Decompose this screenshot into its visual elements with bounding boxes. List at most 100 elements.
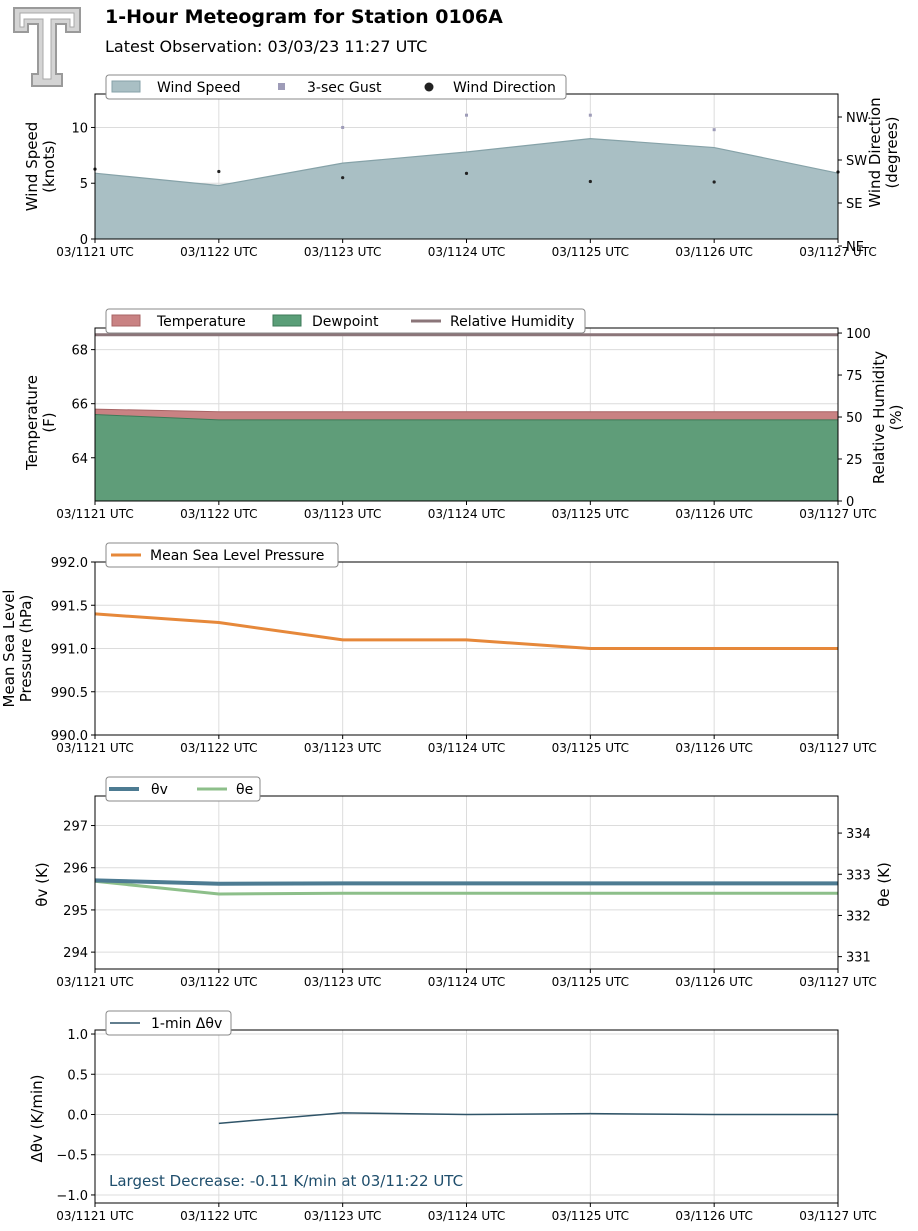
wind-direction-marker	[464, 171, 469, 175]
legend-box	[105, 74, 567, 100]
gust-marker	[341, 125, 345, 129]
y-axis-label: Temperature(F)	[23, 375, 58, 471]
y2-tick-label: NE	[846, 240, 864, 255]
delta-theta-line	[218, 1112, 838, 1125]
x-tick-label: 03/1127 UTC	[799, 741, 876, 755]
y-tick-label: 0.5	[67, 1068, 88, 1083]
y-tick-label: 990.0	[51, 729, 88, 744]
legend-label: Temperature	[156, 314, 246, 330]
legend-swatch	[111, 314, 141, 327]
y2-tick-label: SE	[846, 197, 862, 212]
x-tick-label: 03/1121 UTC	[56, 245, 133, 259]
axis-label-line: Relative Humidity	[870, 351, 888, 484]
x-tick-label: 03/1126 UTC	[675, 1209, 752, 1223]
figure-subtitle: Latest Observation: 03/03/23 11:27 UTC	[105, 37, 427, 56]
y-tick-label: −0.5	[56, 1149, 88, 1164]
axis-label-line: Mean Sea Level	[0, 590, 18, 708]
y-tick-label: 992.0	[51, 556, 88, 571]
axis-label-line: Wind Direction	[866, 97, 884, 207]
y-axis-label: Δθv (K/min)	[28, 1075, 46, 1163]
x-tick-label: 03/1121 UTC	[56, 1209, 133, 1223]
x-tick-label: 03/1127 UTC	[799, 245, 876, 259]
x-tick-label: 03/1122 UTC	[180, 507, 257, 521]
y-tick-label: 991.0	[51, 643, 88, 658]
axis-label-line: (%)	[887, 405, 905, 431]
legend-swatch	[424, 82, 434, 92]
axis-label-line: (F)	[40, 412, 58, 432]
y-tick-label: 294	[63, 946, 88, 961]
axis-label-line: Temperature	[23, 375, 41, 471]
y-axis-label: θv (K)	[33, 862, 51, 906]
x-tick-label: 03/1127 UTC	[799, 975, 876, 989]
x-tick-label: 03/1125 UTC	[552, 507, 629, 521]
x-tick-label: 03/1126 UTC	[675, 245, 752, 259]
largest-decrease-annotation: Largest Decrease: -0.11 K/min at 03/11:2…	[109, 1172, 463, 1190]
y-tick-label: 5	[80, 177, 88, 192]
legend-swatch	[278, 83, 285, 90]
chart-panels: 03/1121 UTC 03/1122 UTC 03/1123 UTC 03/1124…	[0, 74, 905, 1223]
pressure-panel: 03/1121 UTC 03/1122 UTC 03/1123 UTC 03/1124…	[0, 542, 877, 755]
x-tick-label: 03/1124 UTC	[428, 507, 505, 521]
y-tick-label: 296	[63, 862, 88, 877]
y-tick-label: 295	[63, 904, 88, 919]
x-tick-label: 03/1123 UTC	[304, 741, 381, 755]
legend-box	[105, 308, 586, 334]
gust-marker	[588, 113, 592, 117]
legend-label: Mean Sea Level Pressure	[150, 548, 324, 564]
legend-label: Wind Speed	[157, 80, 241, 96]
x-tick-label: 03/1121 UTC	[56, 507, 133, 521]
y-tick-label: 991.5	[51, 599, 88, 614]
x-tick-label: 03/1123 UTC	[304, 507, 381, 521]
wind-speed-area	[95, 138, 838, 239]
x-tick-label: 03/1125 UTC	[552, 245, 629, 259]
y-tick-label: 0.0	[67, 1108, 88, 1123]
x-tick-label: 03/1122 UTC	[180, 741, 257, 755]
x-tick-label: 03/1127 UTC	[799, 507, 876, 521]
y-axis-label: Mean Sea LevelPressure (hPa)	[0, 590, 35, 708]
y-tick-label: 10	[71, 121, 88, 136]
legend-box	[105, 1010, 232, 1036]
legend-box	[105, 542, 339, 568]
y2-axis-label: Relative Humidity(%)	[870, 351, 905, 484]
y-tick-label: 66	[71, 398, 88, 413]
y2-tick-label: 75	[846, 369, 863, 384]
x-tick-label: 03/1126 UTC	[675, 741, 752, 755]
y2-tick-label: 332	[846, 909, 871, 924]
x-tick-label: 03/1122 UTC	[180, 975, 257, 989]
y-tick-label: 297	[63, 820, 88, 835]
wind-direction-marker	[341, 176, 345, 180]
figure-title: 1-Hour Meteogram for Station 0106A	[105, 6, 503, 28]
axis-label-line: Wind Speed	[23, 122, 41, 212]
gust-marker	[465, 113, 468, 117]
x-tick-label: 03/1124 UTC	[428, 975, 505, 989]
y-tick-label: 990.5	[51, 686, 88, 701]
y2-tick-label: SW	[846, 154, 867, 169]
y2-tick-label: 0	[846, 495, 854, 510]
theta-panel: 03/1121 UTC 03/1122 UTC 03/1123 UTC 03/1124…	[33, 776, 893, 989]
y2-tick-label: 333	[846, 868, 871, 883]
legend-box	[105, 776, 261, 802]
wind-panel: 03/1121 UTC 03/1122 UTC 03/1123 UTC 03/1124…	[23, 74, 901, 259]
legend-label: Dewpoint	[312, 314, 379, 330]
legend-swatch	[111, 80, 141, 93]
wind-direction-marker	[588, 179, 592, 184]
theta-e-line	[94, 879, 838, 896]
axis-label-line: Pressure (hPa)	[17, 595, 35, 703]
legend-swatch	[272, 314, 302, 327]
theta-v-line	[94, 878, 838, 886]
y2-tick-label: 50	[846, 411, 863, 426]
legend-label: Relative Humidity	[450, 314, 574, 330]
x-tick-label: 03/1123 UTC	[304, 245, 381, 259]
x-tick-label: 03/1123 UTC	[304, 1209, 381, 1223]
temperature-panel: 03/1121 UTC 03/1122 UTC 03/1123 UTC 03/1124…	[23, 308, 905, 521]
y-tick-label: −1.0	[56, 1189, 88, 1204]
x-tick-label: 03/1122 UTC	[180, 245, 257, 259]
y-tick-label: 64	[71, 452, 88, 467]
y2-tick-label: 331	[846, 951, 871, 966]
y-tick-label: 0	[80, 233, 88, 248]
legend-label: θe	[236, 782, 253, 798]
legend-label: 3-sec Gust	[307, 80, 382, 96]
x-tick-label: 03/1125 UTC	[552, 1209, 629, 1223]
x-tick-label: 03/1124 UTC	[428, 245, 505, 259]
